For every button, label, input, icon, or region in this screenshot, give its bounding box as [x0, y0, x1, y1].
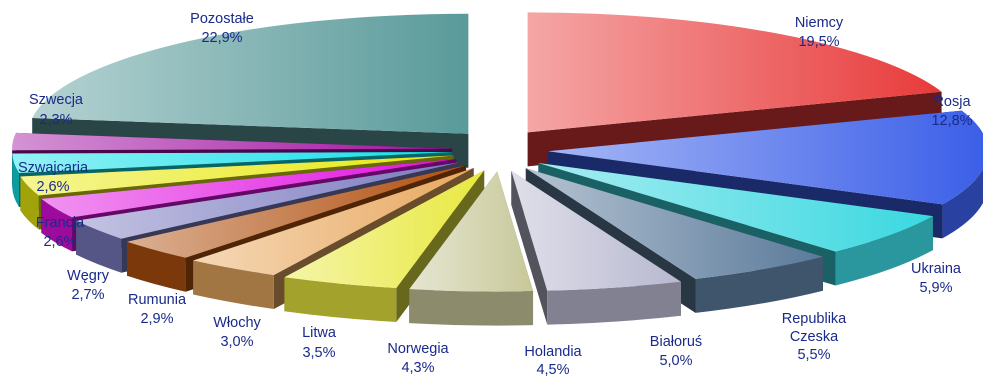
slice-edge: [835, 216, 933, 286]
slice-top: [41, 158, 457, 218]
slice-top: [511, 170, 682, 291]
slice-top: [525, 168, 823, 279]
label-norwegia: Norwegia 4,3%: [387, 341, 449, 376]
slice-edge: [284, 277, 397, 322]
label-niemcy: Niemcy 19,5%: [795, 15, 844, 50]
label-ukraina: Ukraina 5,9%: [911, 261, 962, 296]
slice-top: [527, 12, 942, 133]
slice-wall: [76, 162, 461, 255]
slice-top: [32, 13, 469, 134]
label-rosja: Rosja 12,8%: [931, 94, 972, 129]
slice-edge: [76, 220, 122, 273]
slice-edge: [409, 289, 534, 326]
label-litwa: Litwa 3,5%: [302, 325, 337, 361]
slice-top: [12, 152, 453, 174]
pie-slice-5: [409, 171, 534, 326]
label-republika-czeska: Republika Czeska 5,5%: [782, 311, 847, 363]
slice-top: [409, 171, 534, 292]
label-wegry: Węgry 2,7%: [67, 268, 110, 303]
slice-top: [127, 165, 467, 258]
slice-top: [538, 162, 933, 252]
label-holandia: Holandia 4,5%: [524, 344, 582, 376]
slice-edge: [547, 281, 682, 325]
slice-edge: [41, 198, 73, 252]
label-szwajcaria: Szwajcaria 2,6%: [18, 160, 89, 195]
pie-slice-4: [511, 170, 682, 325]
slice-edge: [942, 169, 983, 239]
slice-edge: [12, 153, 20, 208]
label-wlochy: Włochy 3,0%: [213, 315, 261, 350]
slice-top: [76, 162, 461, 239]
slice-top: [193, 168, 474, 275]
slice-edge: [127, 241, 186, 292]
label-szwecja: Szwecja 2,3%: [29, 92, 84, 128]
label-bialorus: Białoruś 5,0%: [650, 334, 702, 369]
slice-edge: [193, 260, 274, 309]
label-francja: Francja 2,6%: [36, 215, 85, 250]
slice-edge: [695, 256, 823, 313]
slice-top: [284, 170, 485, 288]
slice-top: [20, 155, 454, 196]
slice-edge: [20, 176, 39, 230]
slice-top: [12, 132, 453, 151]
slice-top: [547, 110, 983, 205]
label-pozostale: Pozostałe 22,9%: [190, 11, 254, 46]
slice-wall: [511, 170, 548, 325]
label-rumunia: Rumunia 2,9%: [128, 292, 187, 327]
